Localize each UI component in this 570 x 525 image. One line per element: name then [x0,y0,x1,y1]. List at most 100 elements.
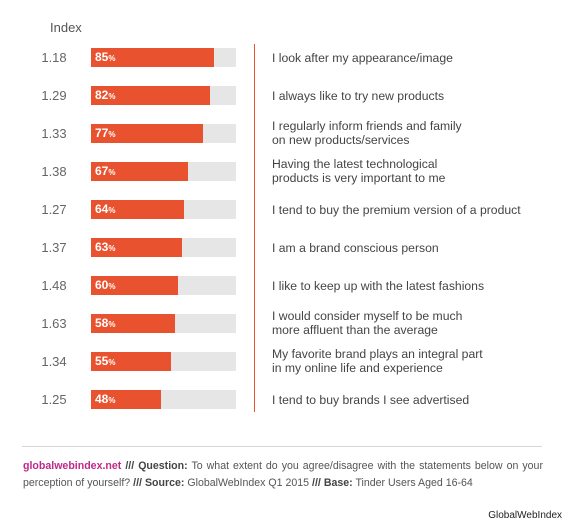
bar-track: 48% [91,390,236,409]
bar: 77% [91,124,203,143]
bar-value-label: 85% [95,50,115,64]
bar: 64% [91,200,184,219]
bar-track: 67% [91,162,236,181]
index-value: 1.27 [41,202,67,217]
index-value: 1.48 [41,278,67,293]
percent-sign: % [108,320,116,329]
bar-value-label: 63% [95,240,115,254]
bar-track: 64% [91,200,236,219]
footer-divider [22,446,542,447]
percent-sign: % [108,244,116,253]
footnote: globalwebindex.net /// Question: To what… [23,458,543,492]
category-label: I am a brand conscious person [272,241,552,255]
chart-row: 1.63 58% I would consider myself to be muc… [0,306,570,344]
category-label-line: in my online life and experience [272,361,443,375]
chart-row: 1.18 85% I look after my appearance/image [0,40,570,78]
source-label: Source: [144,477,185,489]
chart-row: 1.33 77% I regularly inform friends and fa… [0,116,570,154]
category-label: I tend to buy the premium version of a p… [272,203,552,217]
site-link[interactable]: globalwebindex.net [23,460,122,472]
percent-sign: % [108,282,116,291]
bar-value-label: 64% [95,202,115,216]
category-label: Having the latest technological products … [272,157,552,185]
category-label: I like to keep up with the latest fashio… [272,279,552,293]
bar-value-label: 48% [95,392,115,406]
bar-track: 82% [91,86,236,105]
percent-sign: % [108,92,116,101]
question-text: To what extent do you agree/disagree wit… [23,460,543,489]
bar-value-number: 58 [95,316,109,330]
category-label-line: I am a brand conscious person [272,241,439,255]
category-label: I would consider myself to be much more a… [272,309,552,337]
category-label-line: I would consider myself to be much [272,309,463,323]
category-label-line: I like to keep up with the latest fashio… [272,279,485,293]
chart-row: 1.25 48% I tend to buy brands I see advert… [0,382,570,420]
chart-row: 1.27 64% I tend to buy the premium version… [0,192,570,230]
bar-value-number: 85 [95,50,109,64]
chart-row: 1.38 67% Having the latest technological pr… [0,154,570,192]
category-label-line: My favorite brand plays an integral part [272,347,483,361]
category-label-line: I look after my appearance/image [272,51,453,65]
bar-value-number: 48 [95,392,109,406]
percent-sign: % [108,54,116,63]
category-label-line: I tend to buy the premium version of a p… [272,203,521,217]
bar-track: 60% [91,276,236,295]
bar-value-label: 77% [95,126,115,140]
chart-row: 1.48 60% I like to keep up with the latest… [0,268,570,306]
separator: /// [312,477,321,489]
bar-value-number: 55 [95,354,109,368]
bar-value-label: 55% [95,354,115,368]
bar-value-label: 67% [95,164,115,178]
bar-track: 55% [91,352,236,371]
bar: 48% [91,390,161,409]
bar-track: 63% [91,238,236,257]
bar-value-label: 60% [95,278,115,292]
bar-value-label: 82% [95,88,115,102]
bar-track: 77% [91,124,236,143]
category-label: I regularly inform friends and family on … [272,119,552,147]
category-label: My favorite brand plays an integral part… [272,347,552,375]
category-label: I look after my appearance/image [272,51,552,65]
credit-text: GlobalWebIndex [488,510,562,521]
index-value: 1.38 [41,164,67,179]
percent-sign: % [108,358,116,367]
bar: 85% [91,48,215,67]
bar-value-number: 77 [95,126,109,140]
source-text: GlobalWebIndex Q1 2015 [187,477,310,489]
bar: 58% [91,314,176,333]
bar-value-number: 63 [95,240,109,254]
bar: 60% [91,276,178,295]
bar-value-label: 58% [95,316,115,330]
category-label-line: I regularly inform friends and family [272,119,462,133]
index-value: 1.29 [41,88,67,103]
category-label: I always like to try new products [272,89,552,103]
percent-sign: % [108,206,116,215]
index-value: 1.37 [41,240,67,255]
bar: 67% [91,162,189,181]
category-label-line: products is very important to me [272,171,446,185]
category-label-line: I always like to try new products [272,89,445,103]
percent-sign: % [108,168,116,177]
index-value: 1.63 [41,316,67,331]
bar-value-number: 82 [95,88,109,102]
bar-value-number: 64 [95,202,109,216]
category-label-line: Having the latest technological [272,157,438,171]
index-value: 1.18 [41,50,67,65]
category-label-line: on new products/services [272,133,410,147]
percent-sign: % [108,396,116,405]
base-text: Tinder Users Aged 16-64 [355,477,473,489]
category-label-line: more affluent than the average [272,323,438,337]
index-column-header: Index [50,20,82,35]
separator: /// [133,477,142,489]
bar: 55% [91,352,171,371]
chart-row: 1.29 82% I always like to try new products [0,78,570,116]
category-label: I tend to buy brands I see advertised [272,393,552,407]
bar: 82% [91,86,210,105]
chart-row: 1.34 55% My favorite brand plays an integr… [0,344,570,382]
index-value: 1.33 [41,126,67,141]
bar-track: 85% [91,48,236,67]
index-value: 1.34 [41,354,67,369]
base-label: Base: [323,477,353,489]
category-label-line: I tend to buy brands I see advertised [272,393,470,407]
separator: /// [125,460,135,472]
